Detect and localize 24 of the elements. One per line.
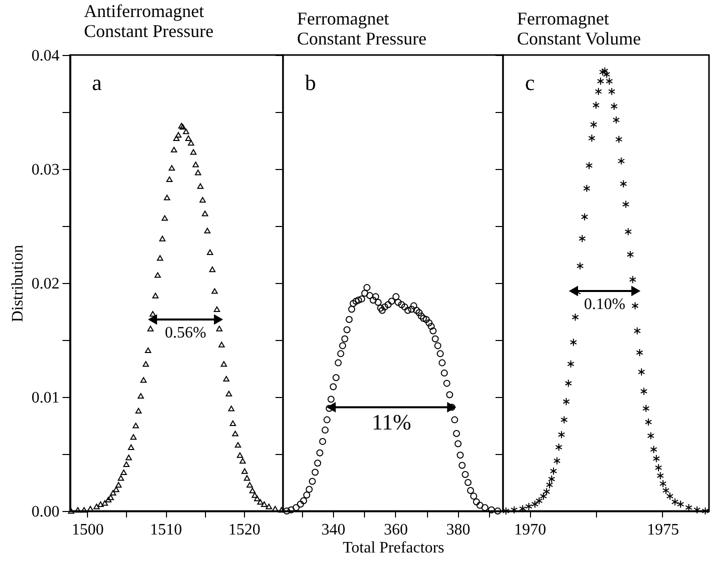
x-tick-label: 340: [321, 522, 346, 538]
annotation: b: [305, 70, 316, 95]
y-tick-label: 0.00: [32, 504, 60, 520]
chart-title: Ferromagnet Constant Volume: [517, 8, 641, 48]
chart-title: Ferromagnet Constant Pressure: [297, 8, 426, 48]
x-tick-label: 1500: [72, 522, 104, 538]
x-tick-label: 360: [384, 522, 408, 538]
annotation: 0.10%: [584, 296, 626, 313]
annotation: 0.56%: [164, 324, 206, 342]
x-tick-label: 1510: [150, 522, 182, 538]
y-tick-label: 0.01: [32, 390, 60, 406]
y-axis-title: Distribution: [10, 244, 26, 322]
annotation: c: [525, 70, 535, 95]
y-tick-label: 0.03: [32, 162, 60, 178]
x-axis-title: Total Prefactors: [342, 540, 444, 556]
y-tick-label: 0.04: [32, 48, 60, 64]
chart-title: Antiferromagnet Constant Pressure: [84, 1, 214, 41]
annotation: 11%: [372, 409, 412, 434]
annotation: a: [92, 70, 102, 95]
x-tick-label: 1970: [514, 522, 546, 538]
y-tick-label: 0.02: [32, 276, 60, 292]
x-tick-label: 380: [446, 522, 470, 538]
x-tick-label: 1520: [228, 522, 260, 538]
x-tick-label: 1975: [646, 522, 679, 538]
